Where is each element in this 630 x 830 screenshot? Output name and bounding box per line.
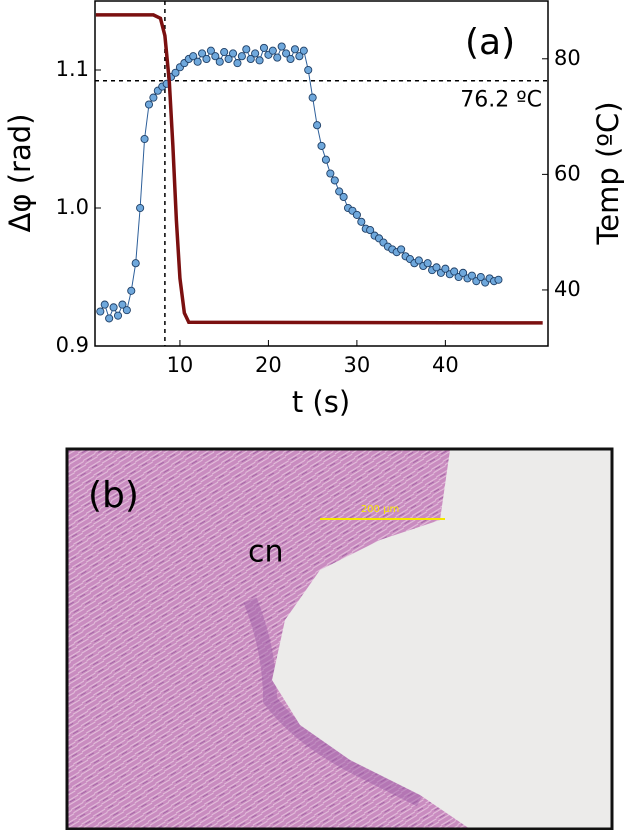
data-point: [304, 65, 313, 75]
data-point: [423, 259, 432, 268]
scale-bar-label: 200 µm: [361, 504, 399, 515]
x-tick-label: 20: [255, 353, 282, 377]
data-point: [313, 121, 322, 130]
data-point: [476, 272, 485, 282]
data-point: [450, 267, 459, 276]
data-point: [414, 256, 423, 265]
y-tick-label: 0.9: [56, 333, 89, 357]
data-point: [215, 57, 224, 66]
data-point: [149, 93, 158, 102]
x-axis-label: t (s): [292, 385, 350, 419]
data-point: [228, 49, 238, 58]
data-point: [246, 54, 255, 64]
data-point: [268, 46, 277, 55]
x-tick-label: 10: [167, 353, 194, 377]
data-point: [118, 300, 127, 309]
data-point: [144, 100, 154, 109]
y2-axis-label: Temp (ºC): [591, 101, 625, 245]
data-point: [140, 134, 149, 144]
x-tick-label: 30: [344, 353, 371, 377]
data-point: [467, 271, 476, 280]
tissue-edge: [243, 597, 424, 807]
data-point: [206, 46, 215, 55]
data-point: [105, 314, 114, 323]
y-axis-label: Δφ (rad): [3, 114, 37, 233]
image-frame: [65, 447, 614, 830]
data-point: [277, 42, 286, 51]
data-point: [432, 263, 441, 272]
x-tick-label: 40: [432, 353, 459, 377]
data-point: [242, 45, 251, 54]
data-point: [317, 141, 326, 150]
data-point: [109, 303, 118, 312]
data-point: [295, 52, 304, 61]
data-point: [96, 307, 105, 316]
lumen: [272, 450, 612, 829]
data-point: [122, 306, 131, 315]
y2-tick-label: 80: [554, 46, 581, 70]
data-point: [397, 245, 406, 254]
data-point: [494, 275, 503, 284]
data-point: [171, 68, 180, 77]
data-point: [326, 169, 335, 178]
data-point: [352, 210, 361, 219]
data-point: [330, 176, 339, 185]
data-point: [335, 187, 344, 196]
y2-tick-label: 40: [554, 277, 581, 301]
data-point: [255, 56, 264, 65]
data-point: [321, 155, 330, 164]
data-point: [282, 49, 291, 58]
data-point: [357, 217, 366, 226]
plot-frame: [94, 0, 549, 347]
temperature-line: [95, 13, 543, 325]
data-point: [366, 226, 375, 235]
data-point: [290, 45, 300, 54]
data-point: [198, 49, 207, 58]
data-point: [193, 57, 202, 66]
panel-a: (a) t (s) Δφ (rad) Temp (ºC) 10 20 30 40 0.9…: [3, 0, 625, 419]
data-point: [308, 93, 317, 102]
y-tick-label: 1.1: [56, 57, 89, 81]
data-point: [339, 192, 348, 202]
data-point: [251, 49, 260, 58]
annotation: cn: [248, 535, 284, 570]
data-point: [202, 54, 211, 64]
data-point: [211, 52, 220, 61]
data-point: [299, 46, 308, 55]
data-point: [233, 59, 242, 68]
panel-label: (b): [88, 475, 139, 516]
data-point: [189, 52, 198, 61]
panel-label: (a): [465, 22, 515, 63]
data-point: [224, 54, 233, 64]
y2-tick-label: 60: [554, 161, 581, 185]
data-point: [136, 203, 145, 213]
data-point: [286, 54, 295, 64]
data-point: [113, 311, 123, 320]
y-tick-label: 1.0: [56, 195, 89, 219]
data-point: [127, 286, 136, 295]
reference-label: 76.2 ºC: [460, 88, 542, 113]
data-point: [131, 259, 140, 268]
panel-b: (b) cn 200 µm: [65, 447, 614, 830]
data-point: [259, 43, 269, 52]
data-point: [237, 52, 246, 61]
data-point: [459, 268, 468, 277]
data-point: [441, 264, 450, 273]
data-point: [220, 48, 229, 57]
data-point: [100, 300, 109, 309]
data-point: [273, 53, 282, 62]
